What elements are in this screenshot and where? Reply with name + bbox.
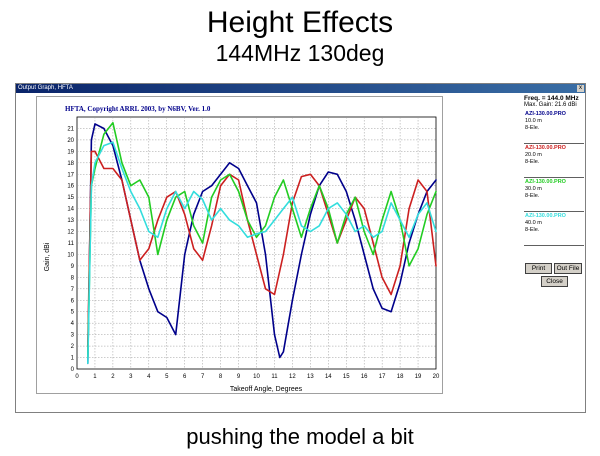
y-tick-label: 7 xyxy=(71,287,75,293)
y-tick-label: 11 xyxy=(68,241,75,247)
legend-height: 20.0 m xyxy=(525,152,542,158)
y-tick-label: 13 xyxy=(67,218,74,224)
right-panel: Freq. = 144.0 MHz Max. Gain: 21.6 dBi AZ… xyxy=(524,93,584,413)
x-tick-label: 19 xyxy=(415,374,422,380)
y-tick-label: 0 xyxy=(71,367,75,373)
grid-lines xyxy=(76,116,437,370)
x-tick-label: 10 xyxy=(253,374,260,380)
y-tick-label: 20 xyxy=(67,138,74,144)
window-titlebar[interactable]: Output Graph, HFTA x xyxy=(16,84,585,93)
y-tick-label: 15 xyxy=(67,195,74,201)
y-tick-label: 19 xyxy=(67,149,74,155)
series-line-4 xyxy=(86,141,437,365)
y-tick-label: 17 xyxy=(67,172,74,178)
slide-subtitle: 144MHz 130deg xyxy=(215,40,385,66)
y-tick-label: 21 xyxy=(67,126,74,132)
x-tick-label: 5 xyxy=(165,374,169,380)
legend-height: 30.0 m xyxy=(525,186,542,192)
legend-height: 10.0 m xyxy=(525,118,542,124)
y-tick-label: 18 xyxy=(67,161,74,167)
frequency-label: Freq. = 144.0 MHz xyxy=(524,95,579,102)
legend-name: AZI-130.00.PRO xyxy=(525,111,566,117)
x-tick-label: 2 xyxy=(111,374,115,380)
y-tick-label: 5 xyxy=(71,310,75,316)
x-tick-label: 3 xyxy=(129,374,133,380)
legend-height: 40.0 m xyxy=(525,220,542,226)
x-axis-label: Takeoff Angle, Degrees xyxy=(230,386,303,393)
legend-item-40m: AZI-130.00.PRO 40.0 m 8-Ele. xyxy=(524,212,584,246)
x-tick-label: 16 xyxy=(361,374,368,380)
x-tick-label: 17 xyxy=(379,374,386,380)
y-tick-label: 8 xyxy=(71,275,75,281)
series-lines xyxy=(86,121,437,365)
y-tick-label: 16 xyxy=(67,184,74,190)
x-tick-label: 11 xyxy=(271,374,278,380)
output-graph-window: Output Graph, HFTA x HFTA, Copyright ARR… xyxy=(15,83,586,413)
y-tick-label: 10 xyxy=(67,252,74,258)
series-line-1 xyxy=(86,123,437,365)
close-icon[interactable]: x xyxy=(577,85,584,92)
legend-name: AZI-130.00.PRO xyxy=(525,145,566,151)
legend-elements: 8-Ele. xyxy=(525,159,540,165)
x-tick-label: 7 xyxy=(201,374,205,380)
tick-labels: 0 1 2 3 4 5 6 7 8 9 10 11 12 13 14 15 16 17 18 19 2001234567… xyxy=(67,126,440,380)
legend-elements: 8-Ele. xyxy=(525,125,540,131)
max-gain-label: Max. Gain: 21.6 dBi xyxy=(524,102,577,108)
legend-name: AZI-130.00.PRO xyxy=(525,213,566,219)
out-file-button[interactable]: Out File xyxy=(554,263,582,274)
y-axis-label: Gain, dBi xyxy=(44,242,51,271)
legend-elements: 8-Ele. xyxy=(525,193,540,199)
x-tick-label: 6 xyxy=(183,374,187,380)
x-tick-label: 0 xyxy=(75,374,79,380)
legend-item-10m: AZI-130.00.PRO 10.0 m 8-Ele. xyxy=(524,110,584,144)
window-title: Output Graph, HFTA xyxy=(18,85,73,91)
x-tick-label: 12 xyxy=(289,374,296,380)
x-tick-label: 18 xyxy=(397,374,404,380)
y-tick-label: 2 xyxy=(71,344,75,350)
x-tick-label: 8 xyxy=(219,374,223,380)
y-tick-label: 14 xyxy=(67,207,74,213)
y-tick-label: 4 xyxy=(71,321,75,327)
y-tick-label: 12 xyxy=(67,230,74,236)
legend-name: AZI-130.00.PRO xyxy=(525,179,566,185)
x-tick-label: 14 xyxy=(325,374,332,380)
y-tick-label: 1 xyxy=(71,356,75,362)
close-button[interactable]: Close xyxy=(541,276,568,287)
series-line-3 xyxy=(86,121,437,359)
series-line-2 xyxy=(86,150,437,347)
y-tick-label: 6 xyxy=(71,298,75,304)
slide-title: Height Effects xyxy=(206,6,394,39)
print-button[interactable]: Print xyxy=(525,263,552,274)
legend-elements: 8-Ele. xyxy=(525,227,540,233)
x-tick-label: 20 xyxy=(433,374,440,380)
x-tick-label: 9 xyxy=(237,374,241,380)
legend-item-30m: AZI-130.00.PRO 30.0 m 8-Ele. xyxy=(524,178,584,212)
x-tick-label: 15 xyxy=(343,374,350,380)
legend-item-20m: AZI-130.00.PRO 20.0 m 8-Ele. xyxy=(524,144,584,178)
x-tick-label: 4 xyxy=(147,374,151,380)
plot-frame: HFTA, Copyright ARRL 2003, by N6BV, Ver.… xyxy=(36,96,443,394)
slide-caption: pushing the model a bit xyxy=(186,424,414,449)
chart-title: HFTA, Copyright ARRL 2003, by N6BV, Ver.… xyxy=(65,105,211,113)
x-tick-label: 13 xyxy=(307,374,314,380)
gain-chart: HFTA, Copyright ARRL 2003, by N6BV, Ver.… xyxy=(44,105,440,393)
y-tick-label: 9 xyxy=(71,264,75,270)
y-tick-label: 3 xyxy=(71,333,75,339)
x-tick-label: 1 xyxy=(93,374,97,380)
